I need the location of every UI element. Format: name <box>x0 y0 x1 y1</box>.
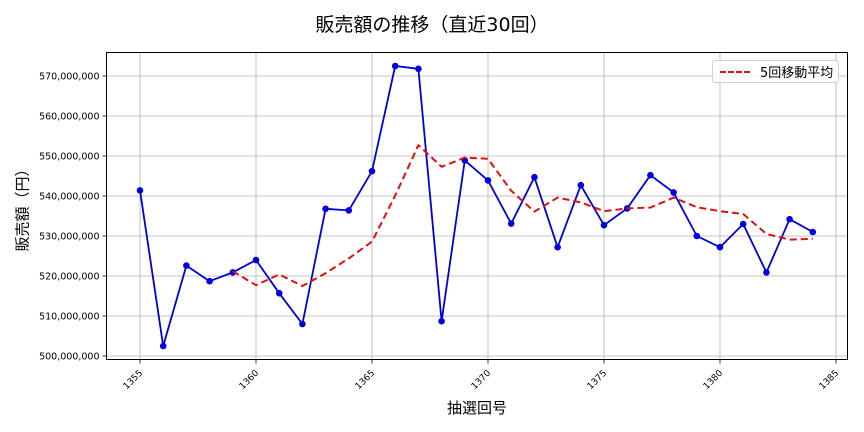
legend: 5回移動平均 <box>712 60 839 83</box>
data-point-marker <box>809 228 817 236</box>
data-series <box>136 62 817 350</box>
data-point-marker <box>739 220 747 228</box>
data-point-marker <box>763 269 770 276</box>
y-tick-label: 510,000,000 <box>39 312 99 323</box>
data-point-marker <box>415 65 422 73</box>
data-point-marker <box>531 173 538 181</box>
data-point-marker <box>368 167 376 175</box>
chart-title: 販売額の推移（直近30回） <box>315 14 549 36</box>
x-axis-ticks: 1355 1360 1365 1370 1375 1380 1385 <box>122 359 841 392</box>
data-point-marker <box>206 277 213 285</box>
x-tick-label: 1355 <box>122 369 145 392</box>
y-tick-label: 520,000,000 <box>39 272 99 283</box>
data-point-marker <box>275 289 283 297</box>
y-tick-label: 550,000,000 <box>39 152 99 163</box>
data-point-marker <box>252 256 260 264</box>
y-tick-label: 570,000,000 <box>39 72 99 83</box>
data-point-marker <box>600 221 608 229</box>
data-point-marker <box>554 243 561 251</box>
data-point-marker <box>438 317 445 325</box>
data-point-marker <box>786 215 793 223</box>
x-tick-label: 1360 <box>238 368 261 391</box>
data-point-marker <box>693 232 701 240</box>
legend-label-moving-average: 5回移動平均 <box>760 66 834 81</box>
y-axis-ticks: 500,000,000 510,000,000 520,000,000 530,000… <box>39 72 107 363</box>
y-axis-label: 販売額（円） <box>13 161 32 252</box>
grid-lines <box>106 52 848 360</box>
data-point-marker <box>647 171 654 179</box>
x-tick-label: 1380 <box>702 368 725 391</box>
y-tick-label: 530,000,000 <box>39 232 99 243</box>
data-point-marker <box>670 189 677 196</box>
moving-average-line <box>232 144 813 287</box>
data-point-marker <box>322 205 329 213</box>
data-point-marker <box>229 269 237 276</box>
x-axis-label: 抽選回号 <box>446 399 507 417</box>
data-point-marker <box>716 243 724 251</box>
data-point-marker <box>183 262 190 269</box>
data-point-marker <box>484 177 492 184</box>
data-point-marker <box>345 207 353 214</box>
data-point-marker <box>577 181 585 189</box>
y-tick-label: 560,000,000 <box>39 112 99 123</box>
data-point-marker <box>159 342 167 350</box>
y-tick-label: 500,000,000 <box>39 352 99 363</box>
plot-frame <box>106 52 848 360</box>
x-tick-label: 1365 <box>354 369 377 392</box>
y-tick-label: 540,000,000 <box>39 192 99 203</box>
data-point-marker <box>299 320 306 328</box>
sales-line <box>139 65 814 347</box>
data-point-marker <box>136 187 144 194</box>
x-tick-label: 1385 <box>818 369 841 392</box>
x-tick-label: 1375 <box>586 369 609 392</box>
data-point-marker <box>507 220 515 227</box>
dashed-line-swatch-icon <box>720 70 750 73</box>
data-point-marker <box>391 62 399 70</box>
x-tick-label: 1370 <box>470 368 493 391</box>
